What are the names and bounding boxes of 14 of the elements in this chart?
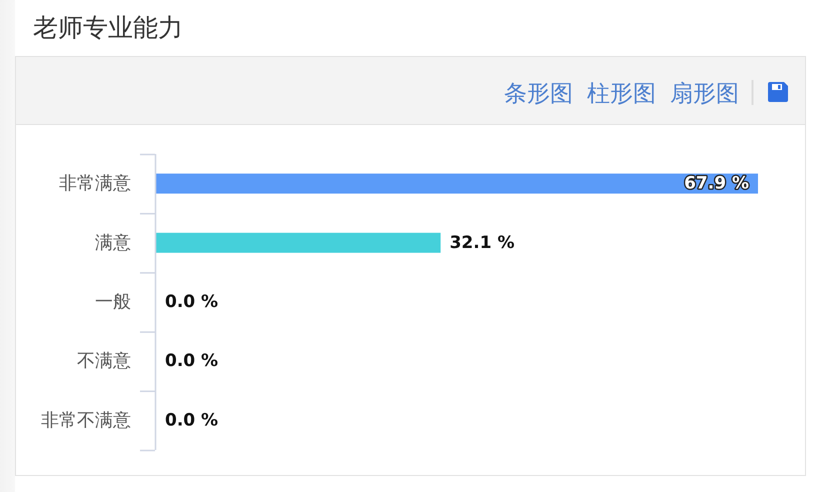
chart-title: 老师专业能力 xyxy=(33,13,183,42)
data-label: 0.0 % xyxy=(165,351,218,372)
text: 条形图 xyxy=(504,81,573,107)
y-tick-label: 不满意 xyxy=(77,350,131,372)
data-label: 0.0 % xyxy=(165,410,218,430)
y-tick-label: 满意 xyxy=(95,232,131,254)
data-label: 0.0 % xyxy=(165,292,218,312)
y-tick-label: 一般 xyxy=(95,292,131,312)
y-tick-label: 非常不满意 xyxy=(41,410,131,431)
data-label: 32.1 % xyxy=(450,232,515,253)
data-label: 67.9 % xyxy=(684,174,749,194)
text: 柱形图 xyxy=(587,81,656,107)
text: 扇形图 xyxy=(670,81,739,107)
y-tick-label: 非常满意 xyxy=(59,173,131,194)
